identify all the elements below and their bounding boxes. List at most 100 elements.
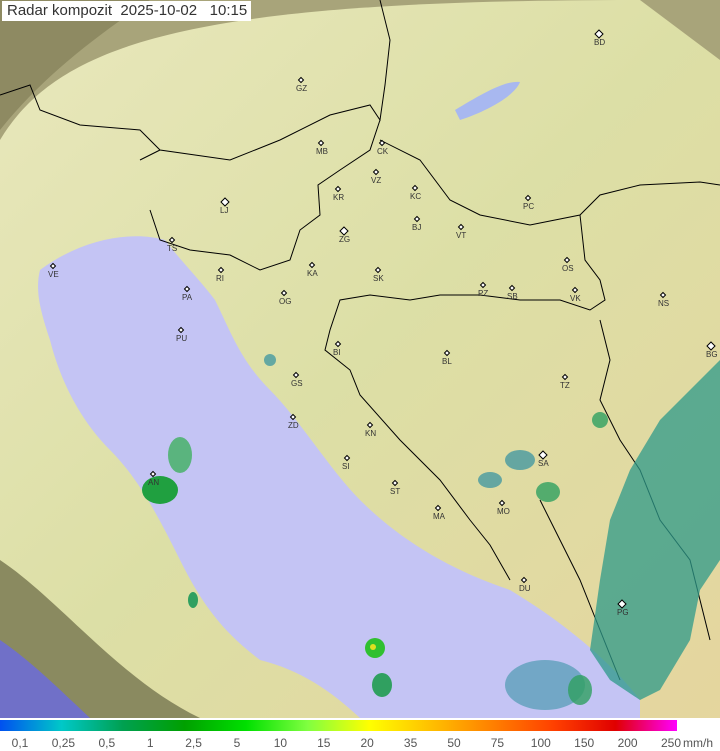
outside-coverage-sw [0, 560, 200, 718]
city-marker-bg [706, 341, 716, 351]
city-marker-ka [308, 261, 316, 269]
city-label-lj: LJ [220, 206, 228, 215]
city-label-vt: VT [456, 231, 466, 240]
city-marker-bi [334, 340, 342, 348]
city-marker-bd [594, 29, 604, 39]
legend-label: 200 [617, 736, 638, 750]
city-label-ma: MA [433, 512, 446, 521]
city-label-pg: PG [617, 608, 629, 617]
borders [0, 0, 720, 681]
city-label-os: OS [562, 264, 574, 273]
city-marker-pa [183, 285, 191, 293]
city-label-vk: VK [570, 294, 581, 303]
city-marker-du [520, 576, 528, 584]
city-label-ck: CK [377, 147, 389, 156]
legend-label: 20 [360, 736, 374, 750]
city-label-tz: TZ [560, 381, 570, 390]
city-marker-bl [443, 349, 451, 357]
precipitation-legend: 0,1 0,25 0,5 1 2,5 5 10 15 20 35 50 75 100 150 200 250 m… [0, 718, 720, 751]
city-marker-gs [292, 371, 300, 379]
city-label-bg: BG [706, 350, 718, 359]
city-label-sk: SK [373, 274, 384, 283]
city-label-pu: PU [176, 334, 187, 343]
title-text: Radar kompozit [7, 2, 113, 19]
legend-label: 5 [233, 736, 241, 750]
city-marker-pu [177, 326, 185, 334]
title-time: 10:15 [209, 2, 248, 19]
city-label-st: ST [390, 487, 400, 496]
city-label-og: OG [279, 297, 291, 306]
city-marker-mb [317, 139, 325, 147]
legend-label: 35 [403, 736, 418, 750]
city-label-bl: BL [442, 357, 452, 366]
city-marker-st [391, 479, 399, 487]
city-label-bi: BI [333, 348, 341, 357]
city-marker-kc [411, 184, 419, 192]
city-marker-sk [374, 266, 382, 274]
city-label-du: DU [519, 584, 531, 593]
city-marker-vk [571, 286, 579, 294]
city-marker-pz [479, 281, 487, 289]
city-marker-ck [378, 139, 386, 147]
city-label-mb: MB [316, 147, 328, 156]
city-label-bj: BJ [412, 223, 421, 232]
city-label-gz: GZ [296, 84, 307, 93]
legend-label: 0,5 [98, 736, 116, 750]
outside-coverage-nw [0, 0, 150, 130]
city-marker-pg [617, 599, 627, 609]
city-marker-ri [217, 266, 225, 274]
city-marker-an [149, 470, 157, 478]
city-label-zd: ZD [288, 421, 299, 430]
legend-label: 15 [317, 736, 331, 750]
city-marker-kr [334, 185, 342, 193]
city-label-ka: KA [307, 269, 318, 278]
city-label-mo: MO [497, 507, 510, 516]
city-label-si: SI [342, 462, 350, 471]
legend-label: 250 [660, 736, 682, 750]
city-marker-gz [297, 76, 305, 84]
city-marker-vt [457, 223, 465, 231]
city-markers: GZ MB CK VZ KR KC LJ ZG BJ VT PC OS TS VE RI KA SK PZ SB VK… [48, 29, 718, 617]
title-date: 2025-10-02 [120, 2, 198, 19]
city-marker-mo [498, 499, 506, 507]
city-label-pa: PA [182, 293, 193, 302]
city-marker-og [280, 289, 288, 297]
city-label-vz: VZ [371, 176, 381, 185]
city-marker-ns [659, 291, 667, 299]
city-label-bd: BD [594, 38, 605, 47]
city-label-ri: RI [216, 274, 224, 283]
city-marker-tz [561, 373, 569, 381]
legend-label: 150 [574, 736, 595, 750]
legend-unit: mm/h [683, 736, 713, 750]
city-marker-vz [372, 168, 380, 176]
city-marker-os [563, 256, 571, 264]
legend-label: 0,25 [51, 736, 76, 750]
city-marker-ma [434, 504, 442, 512]
city-marker-pc [524, 194, 532, 202]
lake-balaton [455, 81, 520, 120]
city-label-sa: SA [538, 459, 549, 468]
city-label-pz: PZ [478, 289, 488, 298]
city-label-ve: VE [48, 270, 59, 279]
legend-label: 0,1 [11, 736, 29, 750]
city-label-pc: PC [523, 202, 534, 211]
city-label-an: AN [148, 478, 159, 487]
legend-label: 10 [273, 736, 288, 750]
city-label-sb: SB [507, 292, 518, 301]
city-label-kr: KR [333, 193, 344, 202]
adriatic-sea [38, 236, 641, 718]
city-marker-lj [220, 197, 230, 207]
map-title: Radar kompozit 2025-10-02 10:15 [2, 1, 252, 21]
city-marker-sb [508, 284, 516, 292]
city-marker-zd [289, 413, 297, 421]
legend-label: 2,5 [185, 736, 202, 750]
city-marker-zg [339, 226, 349, 236]
city-marker-si [343, 454, 351, 462]
city-label-kn: KN [365, 429, 376, 438]
legend-label: 50 [447, 736, 461, 750]
outer-sea [0, 640, 90, 718]
city-label-ns: NS [658, 299, 669, 308]
city-marker-kn [366, 421, 374, 429]
city-label-kc: KC [410, 192, 421, 201]
radar-map[interactable]: GZ MB CK VZ KR KC LJ ZG BJ VT PC OS TS VE RI KA SK PZ SB VK… [0, 0, 720, 718]
